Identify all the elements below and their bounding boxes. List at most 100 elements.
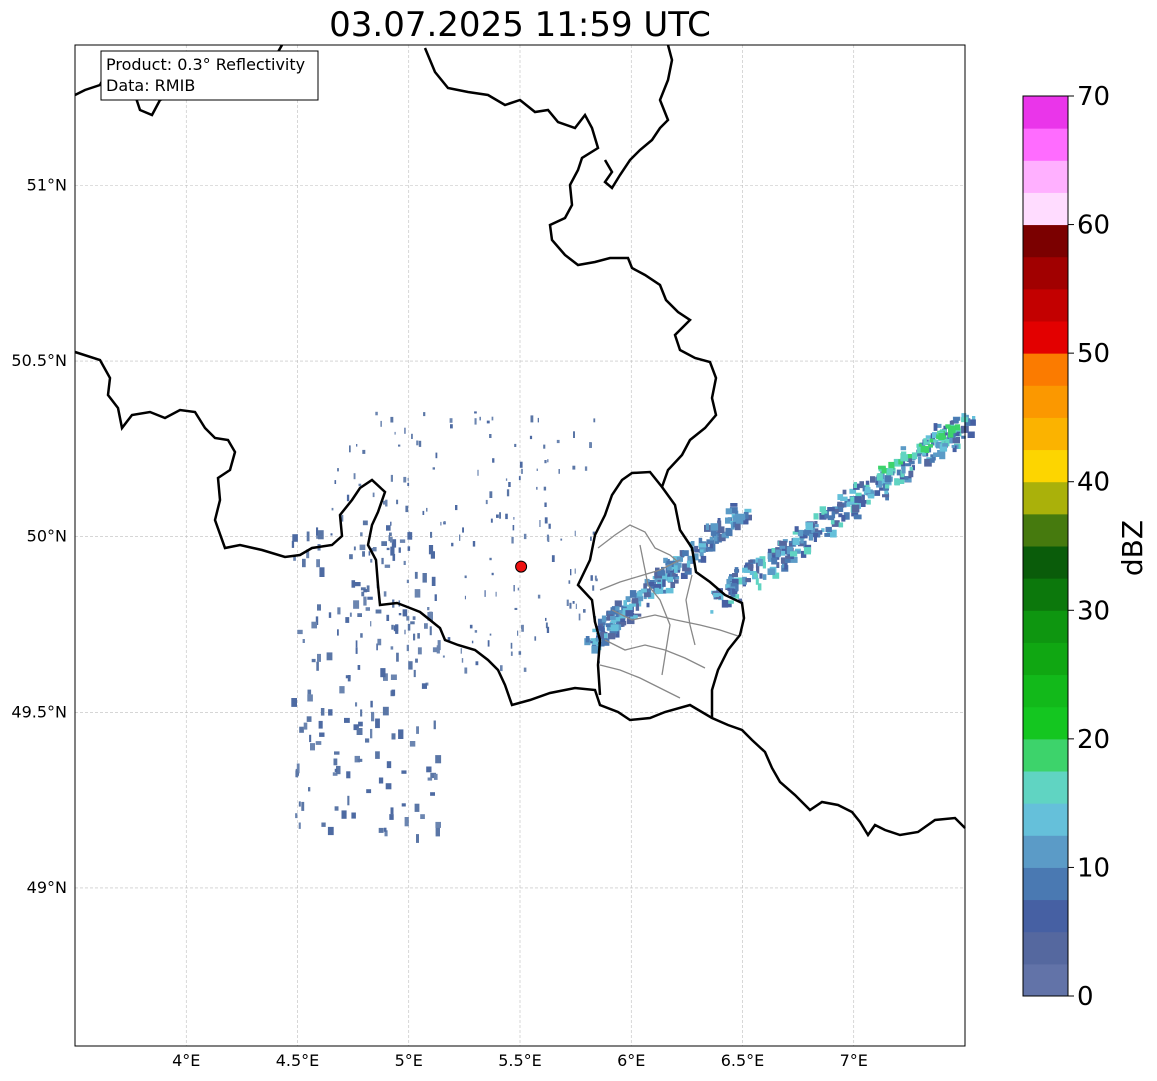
echo-speck [917,456,922,464]
echo-speck [590,575,593,581]
echo-speck [427,612,433,621]
echo-speck [406,579,409,584]
echo-speck [916,443,921,448]
echo-speck [392,553,396,561]
echo-speck [698,537,703,544]
echo-speck [819,506,826,513]
echo-speck [800,550,807,558]
echo-speck [334,806,339,811]
echo-speck [673,565,678,573]
echo-speck [744,508,752,513]
border-be-de [423,47,718,488]
echo-speck [558,469,560,474]
echo-speck [732,588,738,595]
echo-speck [951,444,955,448]
colorbar: 0 10 20 30 40 50 60 70 dBZ [1022,82,1149,1012]
echo-speck [398,547,401,553]
echo-speck [382,706,389,716]
echo-speck [417,647,422,655]
echo-speck [745,578,751,583]
echo-speck [682,550,689,557]
echo-speck [449,418,453,423]
echo-speck [512,525,515,531]
echo-speck [790,551,798,557]
echo-speck [952,445,957,453]
echo-speck [734,523,741,531]
echo-speck [422,573,427,583]
echo-speck [464,667,468,674]
echo-speck [904,463,912,467]
echo-speck [775,549,781,558]
echo-speck [936,434,940,439]
echo-speck [748,559,753,563]
echo-speck [345,675,351,679]
echo-speck [631,598,639,604]
echo-speck [472,541,476,547]
echo-speck [326,652,333,661]
echo-speck [336,765,341,775]
colorbar-cell [1023,128,1068,161]
echo-speck [363,596,367,606]
echo-speck [337,468,339,472]
echo-speck [767,556,773,562]
echo-speck [771,548,778,553]
echo-speck [742,519,749,525]
echo-speck [428,545,434,555]
echo-speck [858,500,867,504]
colorbar-cell [1023,931,1068,965]
echo-speck [693,553,699,561]
echo-speck [407,532,413,540]
echo-speck [625,610,634,617]
echo-speck [901,466,906,474]
echo-speck [444,521,446,524]
echo-speck [898,478,905,484]
echo-speck [309,734,312,743]
echo-speck [410,621,415,625]
echo-speck [803,540,807,548]
echo-speck [679,550,685,558]
echo-speck [409,741,416,747]
echo-speck [759,573,763,579]
echo-speck [948,436,953,444]
echo-speck [495,591,497,597]
border-nl-north [603,44,674,190]
echo-speck [838,522,844,528]
echo-speck [898,459,904,465]
echo-speck [831,520,840,527]
echo-speck [568,580,571,584]
echo-speck [607,611,616,615]
echo-speck [316,527,319,536]
echo-speck [682,563,690,572]
echo-speck [690,541,695,547]
echo-speck [529,435,533,440]
echo-speck [945,439,950,447]
echo-speck [876,473,883,481]
echo-speck [858,500,866,507]
echo-speck [291,540,295,548]
echo-speck [407,477,409,481]
echo-speck [710,528,717,536]
echo-speck [370,728,373,739]
colorbar-tick-label: 10 [1077,853,1110,883]
echo-speck [315,616,319,625]
echo-speck [784,558,791,563]
echo-speck [518,651,522,655]
echo-speck [505,513,508,520]
echo-speck [371,711,375,722]
echo-speck [407,482,410,486]
echo-speck [789,543,792,547]
colorbar-cell [1023,96,1068,129]
echo-speck [874,490,881,496]
echo-speck [674,579,679,584]
echo-speck [851,509,859,517]
echo-speck [390,416,394,423]
echo-speck [738,598,743,602]
echo-speck [337,629,339,636]
region-borders-lu [597,524,739,699]
echo-speck [637,591,643,597]
echo-speck [646,602,650,608]
colorbar-cell [1023,513,1068,547]
echo-speck [615,610,619,618]
echo-speck [380,420,382,427]
colorbar-cell [1023,481,1068,515]
